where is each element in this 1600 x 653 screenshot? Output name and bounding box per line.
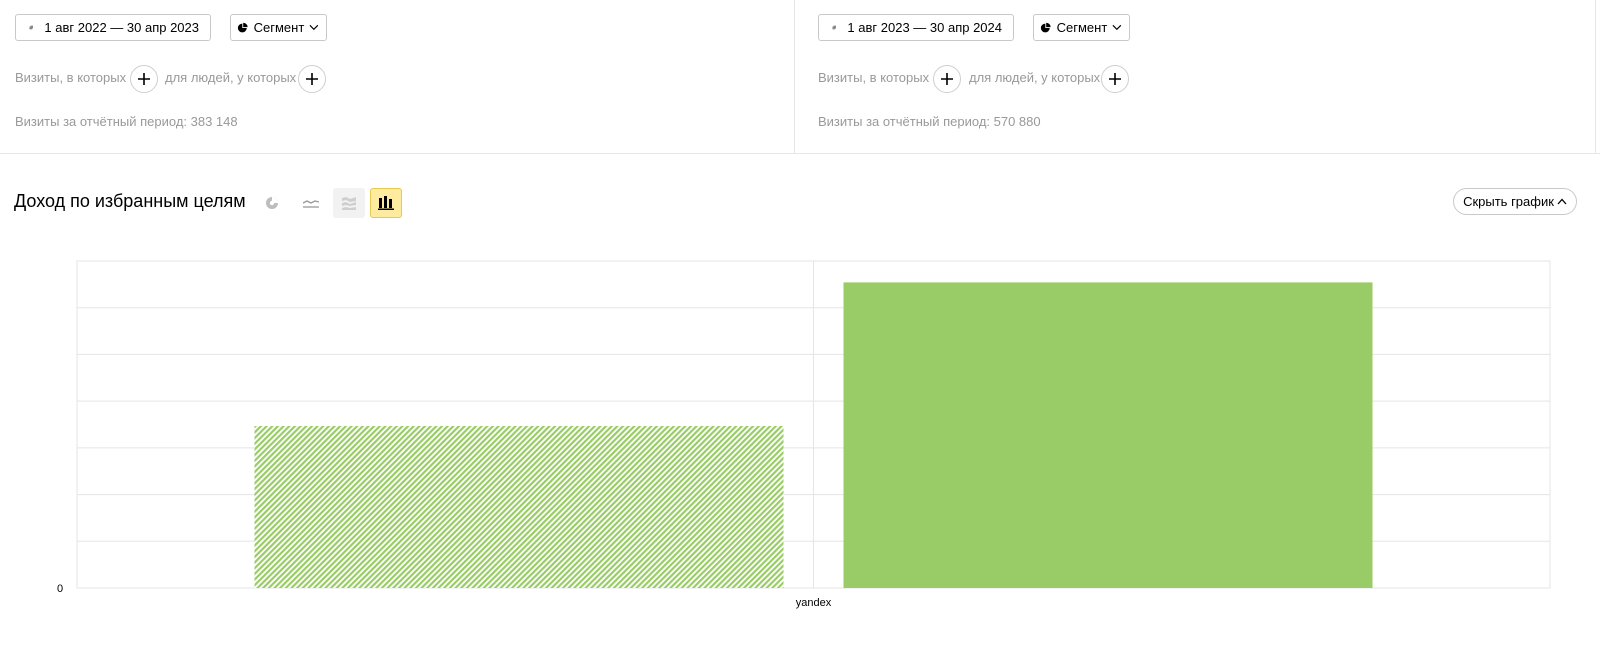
section-divider [0, 153, 1600, 154]
chevron-up-icon [1557, 198, 1567, 205]
plus-icon [1109, 73, 1121, 85]
add-visit-filter-button[interactable] [933, 65, 961, 93]
date-range-label: 1 авг 2022 — 30 апр 2023 [44, 20, 199, 35]
bar-chart: yandex 0 [57, 260, 1551, 609]
date-range-button-left[interactable]: 1 авг 2022 — 30 апр 2023 [15, 14, 211, 41]
filter-people-label: для людей, у которых [165, 70, 297, 85]
calendar-icon [832, 25, 837, 30]
date-range-label: 1 авг 2023 — 30 апр 2024 [847, 20, 1002, 35]
visits-total: Визиты за отчётный период: 383 148 [15, 114, 238, 129]
filter-visits-label: Визиты, в которых [818, 70, 930, 85]
chart-type-area-button[interactable] [333, 188, 365, 218]
add-people-filter-button[interactable] [298, 65, 326, 93]
pie-chart-icon [266, 197, 278, 209]
section-title: Доход по избранным целям [14, 191, 246, 211]
pie-segment-icon [1040, 22, 1051, 32]
chart-type-bar-button[interactable] [370, 188, 402, 218]
date-range-button-right[interactable]: 1 авг 2023 — 30 апр 2024 [818, 14, 1014, 41]
hide-chart-button[interactable]: Скрыть график [1453, 188, 1577, 215]
y-tick-label: 0 [57, 583, 63, 595]
hide-chart-label: Скрыть график [1463, 194, 1554, 209]
segment-button-left[interactable]: Сегмент [230, 14, 327, 41]
filter-people-label: для людей, у которых [969, 70, 1101, 85]
segment-label: Сегмент [253, 20, 305, 35]
visits-total: Визиты за отчётный период: 570 880 [818, 114, 1041, 129]
chart-type-pie-button[interactable] [256, 188, 288, 218]
plus-icon [138, 73, 150, 85]
segment-button-right[interactable]: Сегмент [1033, 14, 1130, 41]
bar-current-period [843, 282, 1373, 588]
area-chart-icon [342, 197, 356, 210]
x-tick-label: yandex [796, 597, 832, 609]
chevron-down-icon [1112, 24, 1122, 31]
segment-label: Сегмент [1056, 20, 1108, 35]
plus-icon [941, 73, 953, 85]
plus-icon [306, 73, 318, 85]
right-period-panel: 1 авг 2023 — 30 апр 2024 Сегмент Визиты,… [796, 0, 1596, 154]
bar-previous-period [254, 426, 784, 588]
filter-visits-label: Визиты, в которых [15, 70, 127, 85]
add-visit-filter-button[interactable] [130, 65, 158, 93]
left-period-panel: 1 авг 2022 — 30 апр 2023 Сегмент Визиты,… [0, 0, 795, 154]
pie-segment-icon [237, 22, 248, 32]
line-chart-icon [303, 200, 319, 208]
calendar-icon [29, 25, 34, 30]
chevron-down-icon [309, 24, 319, 31]
chart-type-line-button[interactable] [295, 188, 327, 218]
add-people-filter-button[interactable] [1101, 65, 1129, 93]
bar-chart-icon [378, 196, 394, 210]
